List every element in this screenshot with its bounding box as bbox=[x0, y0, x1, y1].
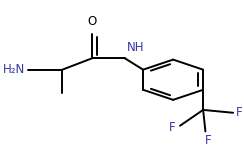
Text: F: F bbox=[204, 134, 211, 147]
Text: O: O bbox=[88, 15, 97, 28]
Text: F: F bbox=[169, 121, 175, 134]
Text: NH: NH bbox=[127, 41, 144, 54]
Text: H₂N: H₂N bbox=[3, 63, 25, 76]
Text: F: F bbox=[235, 106, 242, 119]
